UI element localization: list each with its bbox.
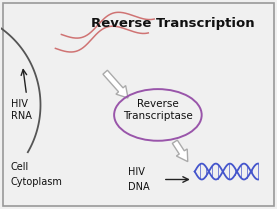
- Polygon shape: [172, 140, 188, 162]
- Polygon shape: [103, 70, 128, 98]
- Text: Cell
Cytoplasm: Cell Cytoplasm: [11, 162, 63, 187]
- Text: HIV
DNA: HIV DNA: [128, 167, 150, 192]
- Text: HIV
RNA: HIV RNA: [11, 99, 32, 121]
- Text: Reverse Transcription: Reverse Transcription: [91, 17, 254, 30]
- Text: Reverse
Transcriptase: Reverse Transcriptase: [123, 99, 193, 121]
